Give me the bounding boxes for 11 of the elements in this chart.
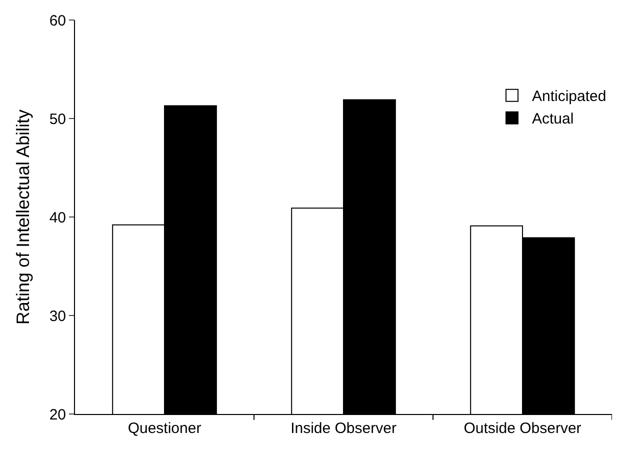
y-tick-label: 60 (49, 12, 66, 30)
y-tick-label: 20 (49, 406, 66, 424)
y-tick-label: 30 (49, 308, 66, 325)
y-tick-label: 40 (49, 209, 66, 226)
x-tick-label: Questioner (128, 420, 202, 437)
x-tick-label: Inside Observer (290, 420, 396, 437)
y-axis-title: Rating of Intellectual Ability (13, 109, 33, 325)
legend-label: Actual (532, 110, 574, 128)
legend-label: Anticipated (532, 88, 606, 106)
x-tick-label: Outside Observer (464, 420, 582, 437)
y-tick-label: 50 (49, 110, 66, 128)
